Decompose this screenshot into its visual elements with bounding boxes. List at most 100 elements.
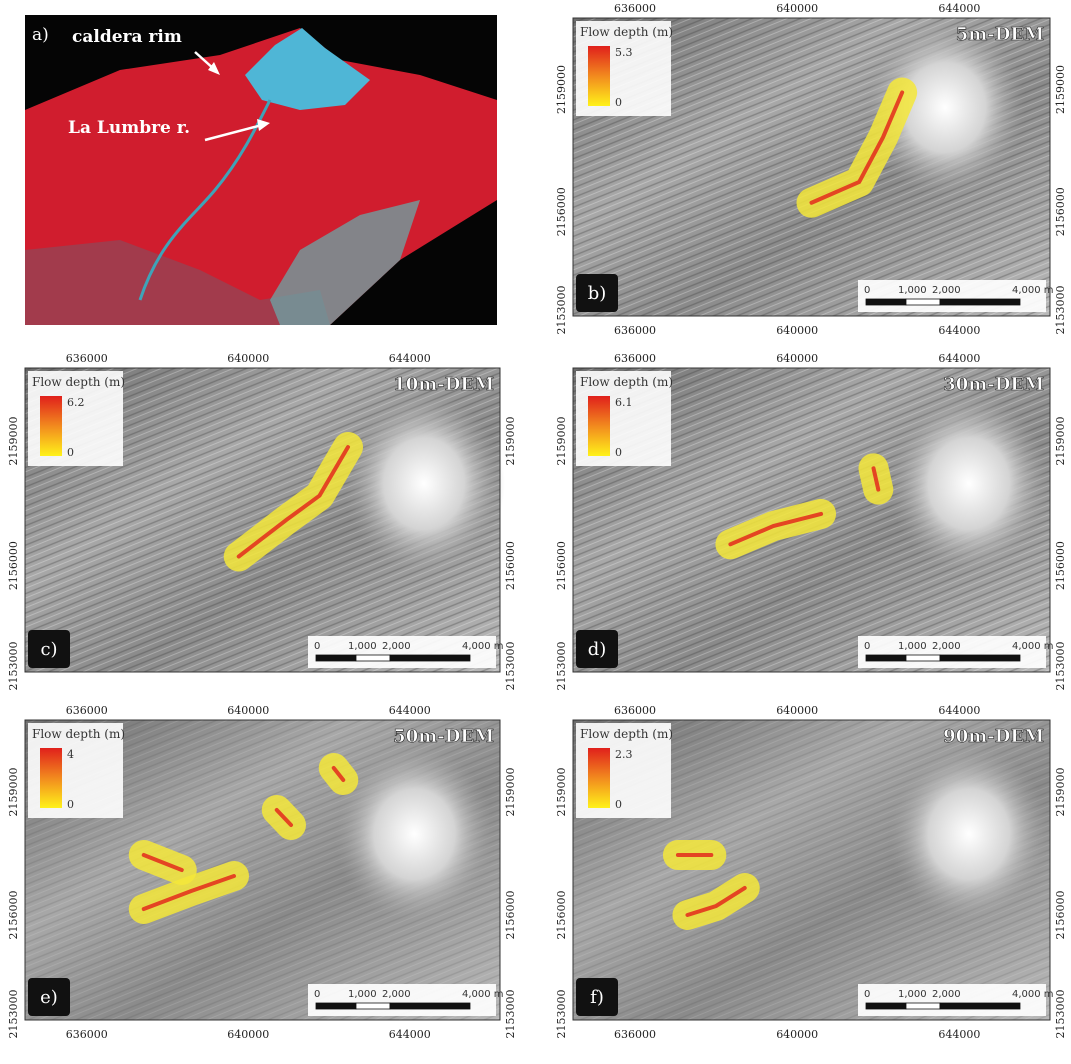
x-tick-label: 636000	[66, 352, 108, 365]
dem-label: 5m-DEM	[956, 24, 1044, 45]
x-tick-label: 644000	[389, 704, 431, 717]
y-tick-label: 2153000	[7, 642, 20, 691]
x-tick-label: 640000	[776, 2, 818, 15]
x-tick-label: 636000	[614, 324, 656, 337]
flow-core	[331, 766, 346, 782]
scale-bar-segment	[865, 1002, 907, 1010]
y-tick-label: 2159000	[1054, 416, 1067, 465]
scale-bar-label: 0	[314, 989, 320, 1000]
x-tick-label: 644000	[389, 352, 431, 365]
y-tick-label: 2153000	[555, 990, 568, 1039]
y-tick-label: 2156000	[1054, 187, 1067, 236]
x-tick-label: 644000	[938, 704, 980, 717]
x-tick-label: 636000	[66, 704, 108, 717]
x-tick-label: 640000	[227, 352, 269, 365]
scale-bar-label: 0	[864, 285, 870, 296]
x-tick-label: 644000	[938, 352, 980, 365]
flow-core	[236, 445, 350, 559]
y-tick-label: 2156000	[555, 891, 568, 940]
scale-bar-label: 4,000 m	[462, 641, 504, 652]
panel-label: d)	[588, 639, 607, 660]
legend-title: Flow depth (m)	[32, 375, 125, 389]
y-tick-label: 2153000	[555, 642, 568, 691]
scale-bar-segment	[905, 654, 941, 662]
scale-bar-segment	[355, 1002, 391, 1010]
legend-title: Flow depth (m)	[580, 727, 673, 741]
x-tick-label: 644000	[938, 1028, 980, 1041]
legend-title: Flow depth (m)	[32, 727, 125, 741]
legend-ramp	[40, 396, 62, 456]
x-tick-label: 636000	[66, 1028, 108, 1041]
x-tick-label: 640000	[776, 704, 818, 717]
y-tick-label: 2159000	[555, 768, 568, 817]
x-tick-label: 636000	[614, 704, 656, 717]
y-tick-label: 2159000	[7, 768, 20, 817]
annotation: La Lumbre r.	[68, 118, 190, 138]
x-tick-label: 644000	[938, 324, 980, 337]
scale-bar-label: 2,000	[382, 989, 411, 1000]
scale-bar-label: 4,000 m	[1012, 989, 1054, 1000]
map-panel: Flow depth (m) 6.1 0 30m-DEM d) 0 1,000 2,000 4,…	[555, 352, 1067, 691]
scale-bar-segment	[355, 654, 391, 662]
river	[138, 99, 272, 301]
frame	[572, 719, 1051, 1021]
volcano	[887, 392, 1050, 575]
scale-bar-label: 2,000	[932, 285, 961, 296]
panel-label-box	[28, 630, 70, 668]
x-tick-label: 640000	[776, 352, 818, 365]
y-tick-label: 2156000	[1054, 541, 1067, 590]
y-tick-label: 2156000	[7, 541, 20, 590]
volcano	[343, 392, 505, 575]
scale-bar-label: 2,000	[932, 641, 961, 652]
scale-bar-segment	[389, 1002, 471, 1010]
y-tick-label: 2159000	[555, 416, 568, 465]
flow-core	[141, 853, 184, 872]
frame	[572, 17, 1051, 317]
legend-ramp	[40, 748, 62, 808]
map-panel: Flow depth (m) 4 0 50m-DEM e) 0 1,000 2,000 4,00…	[7, 704, 517, 1041]
scale-bar-segment	[865, 298, 907, 306]
flow-core	[871, 466, 881, 492]
panel-label: c)	[40, 639, 57, 660]
flow-core	[141, 874, 236, 911]
dem-label: 30m-DEM	[943, 374, 1044, 395]
volcano	[887, 744, 1050, 924]
scale-bar-segment	[865, 654, 907, 662]
scale-bar-segment	[939, 654, 1021, 662]
x-tick-label: 640000	[227, 704, 269, 717]
volcano	[333, 744, 496, 924]
scale-bar-segment	[315, 654, 357, 662]
y-tick-label: 2156000	[555, 541, 568, 590]
x-tick-label: 644000	[938, 2, 980, 15]
y-tick-label: 2156000	[1054, 891, 1067, 940]
volcano-cone	[245, 28, 370, 110]
y-tick-label: 2159000	[7, 416, 20, 465]
legend-ramp	[588, 396, 610, 456]
legend-min: 0	[615, 96, 622, 109]
volcano	[863, 18, 1027, 197]
x-tick-label: 636000	[614, 352, 656, 365]
legend-ramp	[588, 46, 610, 106]
scale-bar-label: 4,000 m	[1012, 285, 1054, 296]
x-tick-label: 636000	[614, 1028, 656, 1041]
panel-label-box	[576, 630, 618, 668]
dem-label: 50m-DEM	[393, 726, 494, 747]
scale-bar-label: 1,000	[898, 989, 927, 1000]
map-panel: Flow depth (m) 2.3 0 90m-DEM f) 0 1,000 2,000 4,…	[555, 704, 1067, 1041]
scale-bar-label: 0	[314, 641, 320, 652]
legend-max: 6.2	[67, 396, 85, 409]
y-tick-label: 2156000	[7, 891, 20, 940]
scale-bar-box	[858, 636, 1046, 668]
y-tick-label: 2159000	[555, 65, 568, 114]
panel-label-box	[576, 978, 618, 1016]
legend-ramp	[588, 748, 610, 808]
arrowhead	[208, 62, 220, 75]
arrowhead	[257, 119, 270, 131]
scale-bar-label: 4,000 m	[462, 989, 504, 1000]
panel-label-box	[576, 274, 618, 312]
scale-bar-segment	[315, 1002, 357, 1010]
legend-min: 0	[615, 446, 622, 459]
scale-bar-label: 0	[864, 989, 870, 1000]
